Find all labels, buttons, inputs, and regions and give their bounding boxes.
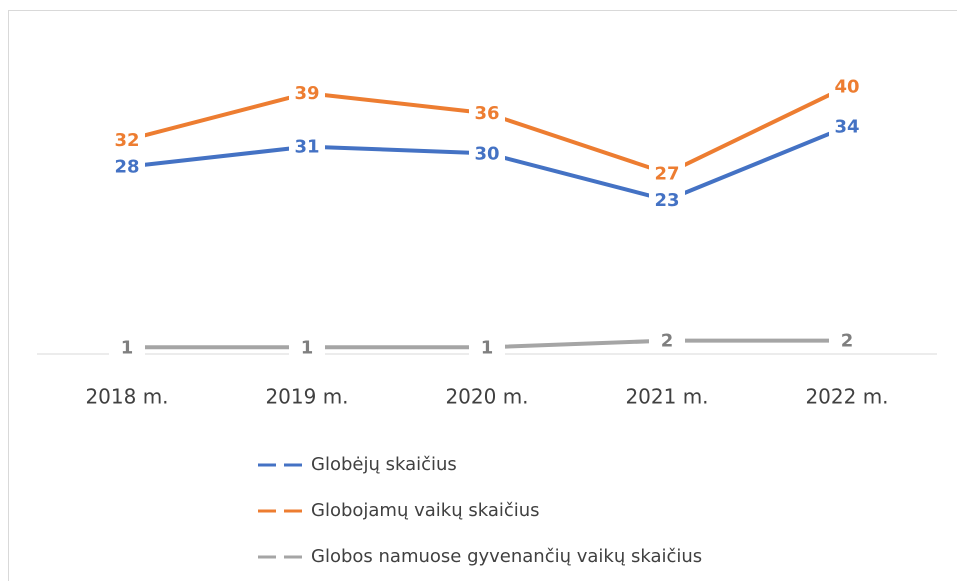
x-tick-label: 2018 m.	[85, 385, 168, 409]
data-label-bg	[469, 101, 505, 126]
x-tick-label: 2020 m.	[445, 385, 528, 409]
data-label: 23	[654, 190, 679, 211]
legend-label: Globos namuose gyvenančių vaikų skaičius	[311, 546, 702, 567]
data-label: 34	[834, 117, 859, 138]
data-label-bg	[289, 335, 325, 360]
data-label-bg	[649, 161, 685, 186]
data-label-bg	[649, 188, 685, 213]
data-label-bg	[469, 335, 505, 360]
data-label: 36	[474, 103, 499, 124]
data-label-bg	[109, 335, 145, 360]
x-tick-label: 2019 m.	[265, 385, 348, 409]
data-label: 40	[834, 76, 859, 97]
data-label: 30	[474, 143, 499, 164]
data-label-bg	[829, 328, 865, 353]
data-label: 39	[294, 83, 319, 104]
data-label: 1	[481, 337, 494, 358]
legend-label: Globėjų skaičius	[311, 454, 457, 475]
data-label: 2	[661, 331, 674, 352]
x-tick-label: 2021 m.	[625, 385, 708, 409]
data-label: 27	[654, 163, 679, 184]
data-label-bg	[289, 134, 325, 159]
x-tick-label: 2022 m.	[805, 385, 888, 409]
data-label-bg	[109, 127, 145, 152]
data-label-bg	[649, 328, 685, 353]
legend-label: Globojamų vaikų skaičius	[311, 500, 540, 521]
data-label: 1	[301, 337, 314, 358]
data-label: 2	[841, 331, 854, 352]
data-label: 31	[294, 137, 319, 158]
data-label-bg	[829, 114, 865, 139]
data-label: 1	[121, 337, 134, 358]
data-label: 28	[114, 157, 139, 178]
data-label-bg	[829, 74, 865, 99]
data-label-bg	[109, 154, 145, 179]
chart-border	[8, 10, 957, 581]
data-label: 32	[114, 130, 139, 151]
data-label-bg	[469, 141, 505, 166]
data-label-bg	[289, 81, 325, 106]
